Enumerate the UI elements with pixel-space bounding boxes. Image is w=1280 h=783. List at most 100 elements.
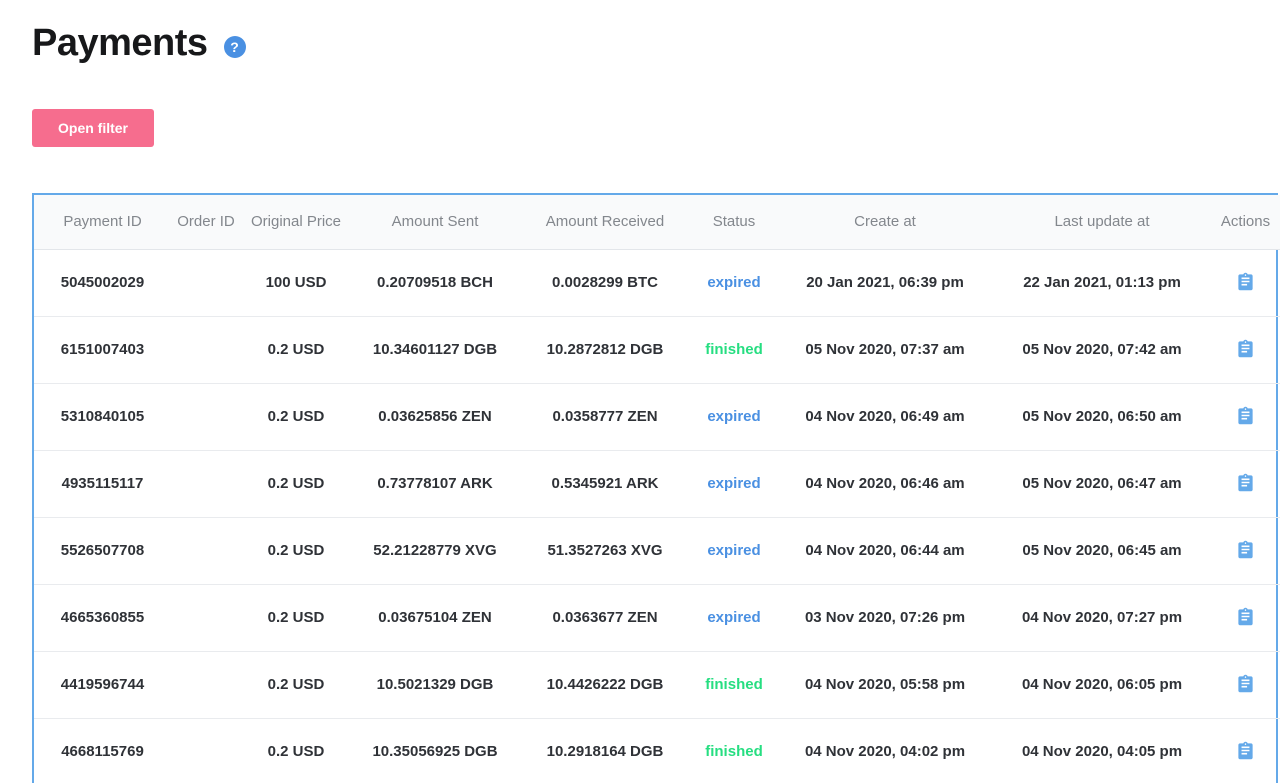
payment-details-button[interactable] (1234, 471, 1258, 495)
original-price-cell: 0.2 USD (241, 450, 351, 518)
create-at-cell: 04 Nov 2020, 06:46 am (777, 450, 993, 518)
order-id-cell (171, 316, 241, 384)
open-filter-button[interactable]: Open filter (32, 109, 155, 147)
actions-cell (1211, 383, 1280, 451)
create-at-cell: 20 Jan 2021, 06:39 pm (777, 249, 993, 317)
create-at-cell: 04 Nov 2020, 06:44 am (777, 517, 993, 585)
amount-received-cell: 10.2872812 DGB (519, 316, 691, 384)
table-row: 5045002029 100 USD 0.20709518 BCH 0.0028… (34, 249, 1280, 317)
create-at-cell: 04 Nov 2020, 05:58 pm (777, 651, 993, 719)
amount-received-cell: 51.3527263 XVG (519, 517, 691, 585)
payment-details-button[interactable] (1234, 605, 1258, 629)
column-header-status: Status (691, 195, 777, 250)
last-update-cell: 04 Nov 2020, 04:05 pm (993, 718, 1211, 783)
payment-details-button[interactable] (1234, 404, 1258, 428)
clipboard-icon (1238, 675, 1253, 693)
amount-sent-cell: 10.34601127 DGB (351, 316, 519, 384)
amount-received-cell: 10.2918164 DGB (519, 718, 691, 783)
table-body: 5045002029 100 USD 0.20709518 BCH 0.0028… (34, 249, 1280, 783)
order-id-cell (171, 383, 241, 451)
payment-id-cell: 4935115117 (34, 450, 171, 518)
table-header-row: Payment ID Order ID Original Price Amoun… (34, 195, 1280, 250)
order-id-cell (171, 718, 241, 783)
amount-received-cell: 10.4426222 DGB (519, 651, 691, 719)
amount-sent-cell: 0.20709518 BCH (351, 249, 519, 317)
original-price-cell: 100 USD (241, 249, 351, 317)
payment-details-button[interactable] (1234, 672, 1258, 696)
actions-cell (1211, 249, 1280, 317)
payment-details-button[interactable] (1234, 337, 1258, 361)
clipboard-icon (1238, 474, 1253, 492)
table-row: 6151007403 0.2 USD 10.34601127 DGB 10.28… (34, 316, 1280, 384)
actions-cell (1211, 718, 1280, 783)
payments-table: Payment ID Order ID Original Price Amoun… (32, 193, 1280, 783)
status-badge: expired (691, 450, 777, 518)
clipboard-icon (1238, 541, 1253, 559)
last-update-cell: 05 Nov 2020, 06:47 am (993, 450, 1211, 518)
amount-received-cell: 0.0028299 BTC (519, 249, 691, 317)
status-badge: finished (691, 316, 777, 384)
status-badge: finished (691, 718, 777, 783)
column-header-last-update-at: Last update at (993, 195, 1211, 250)
last-update-cell: 05 Nov 2020, 06:45 am (993, 517, 1211, 585)
order-id-cell (171, 651, 241, 719)
status-badge: finished (691, 651, 777, 719)
payment-id-cell: 5526507708 (34, 517, 171, 585)
status-badge: expired (691, 584, 777, 652)
amount-received-cell: 0.5345921 ARK (519, 450, 691, 518)
column-header-payment-id: Payment ID (34, 195, 171, 250)
actions-cell (1211, 316, 1280, 384)
status-badge: expired (691, 517, 777, 585)
table-row: 4935115117 0.2 USD 0.73778107 ARK 0.5345… (34, 450, 1280, 518)
payment-id-cell: 5045002029 (34, 249, 171, 317)
table-row: 4665360855 0.2 USD 0.03675104 ZEN 0.0363… (34, 584, 1280, 652)
payment-id-cell: 4419596744 (34, 651, 171, 719)
column-header-amount-received: Amount Received (519, 195, 691, 250)
payment-id-cell: 4668115769 (34, 718, 171, 783)
payment-details-button[interactable] (1234, 538, 1258, 562)
amount-sent-cell: 0.03675104 ZEN (351, 584, 519, 652)
table-row: 4668115769 0.2 USD 10.35056925 DGB 10.29… (34, 718, 1280, 783)
column-header-amount-sent: Amount Sent (351, 195, 519, 250)
original-price-cell: 0.2 USD (241, 316, 351, 384)
status-badge: expired (691, 383, 777, 451)
last-update-cell: 05 Nov 2020, 06:50 am (993, 383, 1211, 451)
help-icon[interactable]: ? (223, 35, 246, 58)
amount-sent-cell: 0.03625856 ZEN (351, 383, 519, 451)
create-at-cell: 04 Nov 2020, 04:02 pm (777, 718, 993, 783)
clipboard-icon (1238, 340, 1253, 358)
original-price-cell: 0.2 USD (241, 718, 351, 783)
amount-sent-cell: 52.21228779 XVG (351, 517, 519, 585)
payment-details-button[interactable] (1234, 270, 1258, 294)
last-update-cell: 22 Jan 2021, 01:13 pm (993, 249, 1211, 317)
amount-sent-cell: 10.5021329 DGB (351, 651, 519, 719)
actions-cell (1211, 584, 1280, 652)
original-price-cell: 0.2 USD (241, 651, 351, 719)
actions-cell (1211, 517, 1280, 585)
table-row: 5310840105 0.2 USD 0.03625856 ZEN 0.0358… (34, 383, 1280, 451)
actions-cell (1211, 651, 1280, 719)
page-title: Payments (32, 22, 208, 64)
column-header-actions: Actions (1211, 195, 1280, 250)
order-id-cell (171, 584, 241, 652)
order-id-cell (171, 517, 241, 585)
amount-sent-cell: 0.73778107 ARK (351, 450, 519, 518)
create-at-cell: 03 Nov 2020, 07:26 pm (777, 584, 993, 652)
amount-received-cell: 0.0363677 ZEN (519, 584, 691, 652)
payment-details-button[interactable] (1234, 739, 1258, 763)
table-row: 5526507708 0.2 USD 52.21228779 XVG 51.35… (34, 517, 1280, 585)
last-update-cell: 05 Nov 2020, 07:42 am (993, 316, 1211, 384)
create-at-cell: 04 Nov 2020, 06:49 am (777, 383, 993, 451)
table-row: 4419596744 0.2 USD 10.5021329 DGB 10.442… (34, 651, 1280, 719)
clipboard-icon (1238, 407, 1253, 425)
payment-id-cell: 6151007403 (34, 316, 171, 384)
clipboard-icon (1238, 273, 1253, 291)
column-header-order-id: Order ID (171, 195, 241, 250)
column-header-original-price: Original Price (241, 195, 351, 250)
actions-cell (1211, 450, 1280, 518)
status-badge: expired (691, 249, 777, 317)
clipboard-icon (1238, 742, 1253, 760)
payment-id-cell: 4665360855 (34, 584, 171, 652)
amount-sent-cell: 10.35056925 DGB (351, 718, 519, 783)
